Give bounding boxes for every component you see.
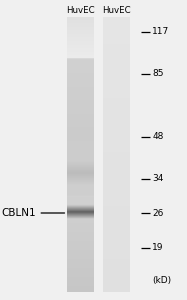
Text: HuvEC: HuvEC [66, 6, 95, 15]
Text: 26: 26 [152, 208, 164, 217]
Text: (kD): (kD) [152, 276, 171, 285]
Text: CBLN1: CBLN1 [2, 208, 36, 218]
Text: 85: 85 [152, 69, 164, 78]
Text: 48: 48 [152, 132, 164, 141]
Text: 34: 34 [152, 174, 164, 183]
Text: HuvEC: HuvEC [102, 6, 130, 15]
Text: 117: 117 [152, 27, 170, 36]
Text: 19: 19 [152, 243, 164, 252]
